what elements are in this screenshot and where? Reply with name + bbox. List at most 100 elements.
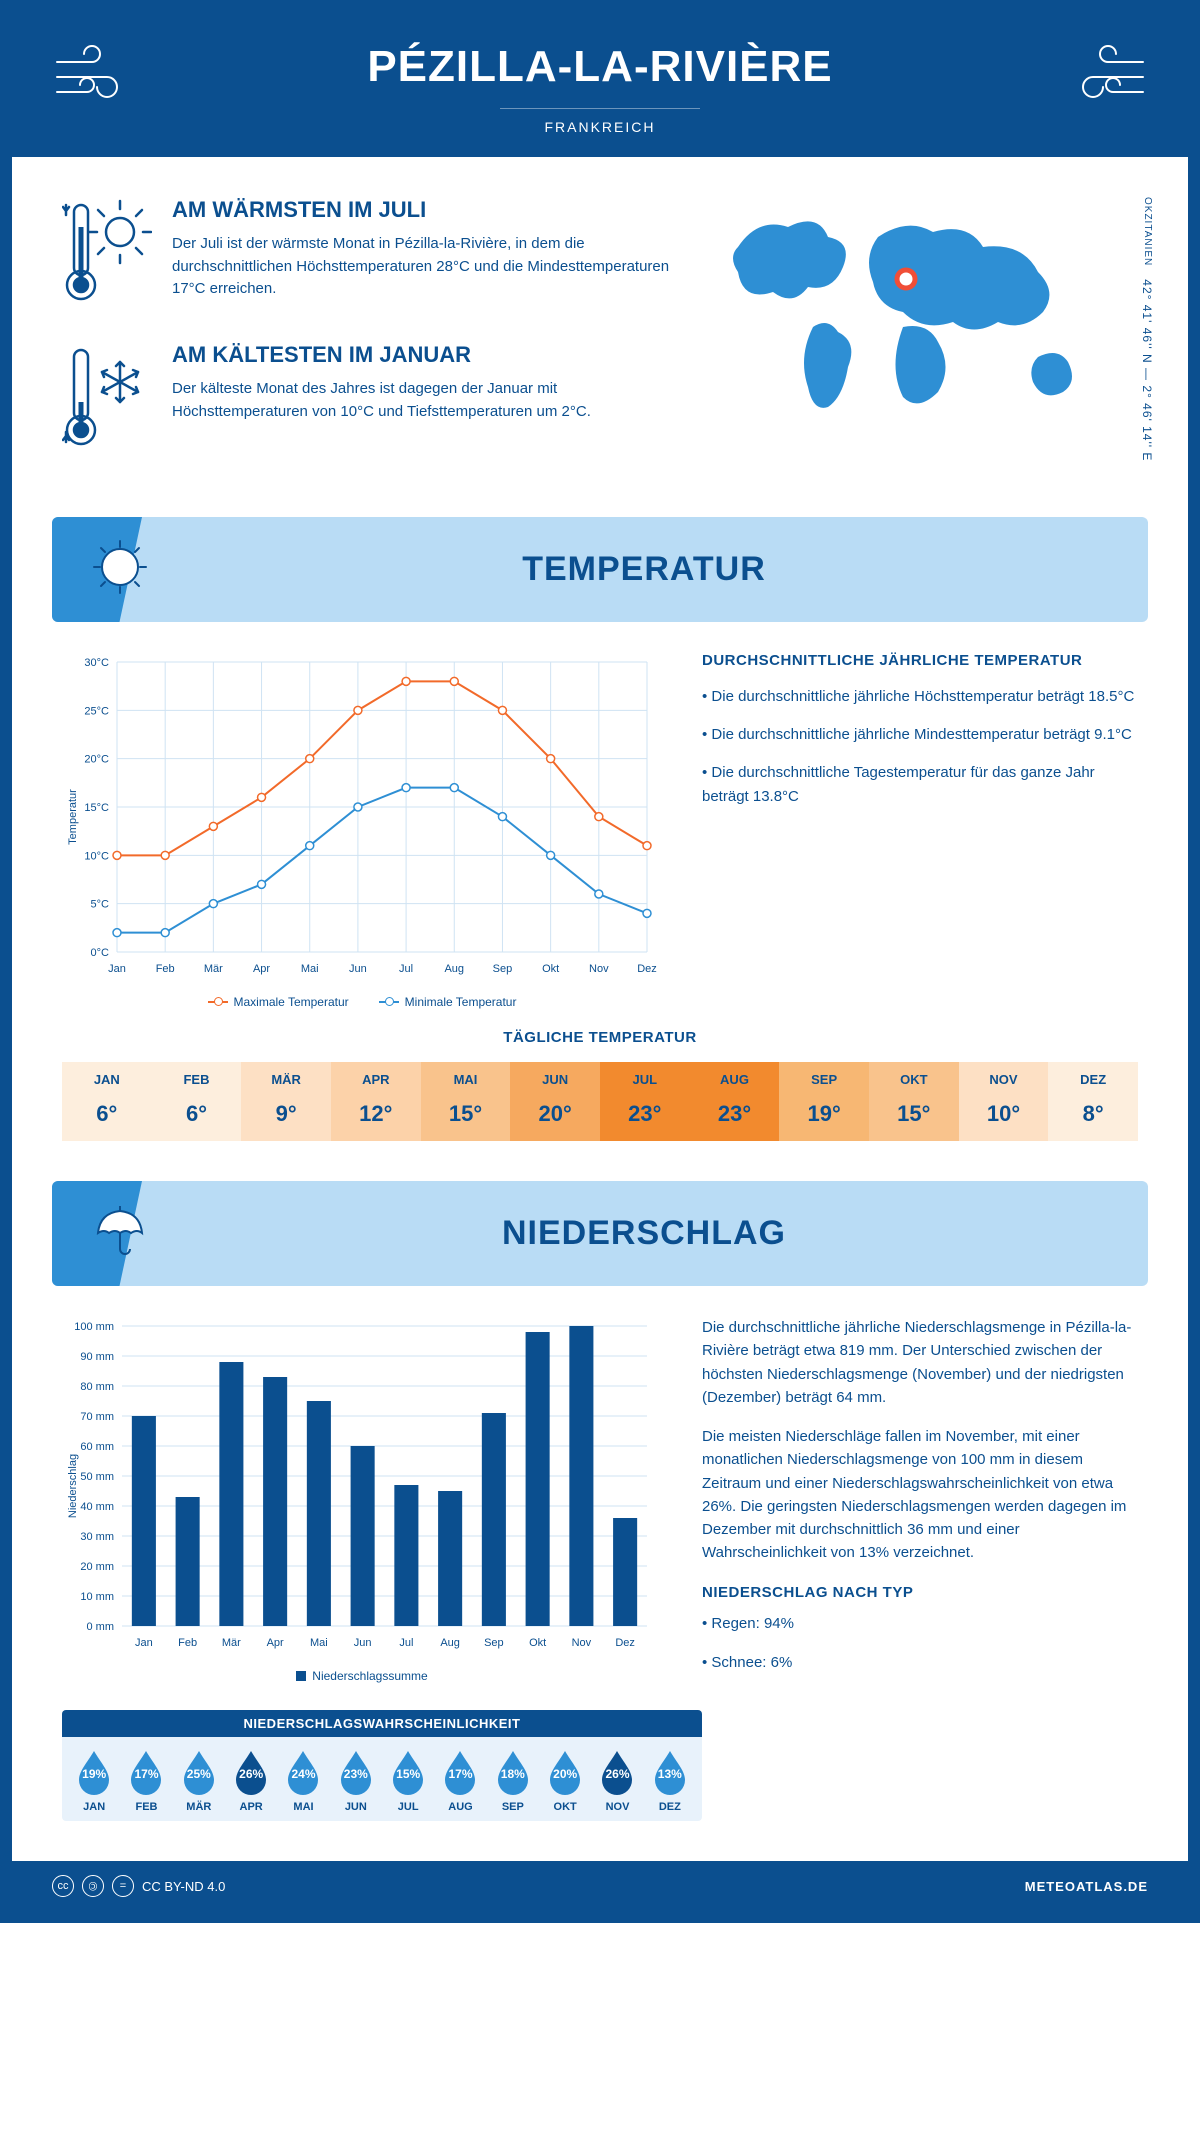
- by-icon: 🄯: [82, 1875, 104, 1897]
- svg-text:100 mm: 100 mm: [74, 1321, 114, 1333]
- thermometer-hot-icon: [62, 197, 152, 312]
- thermometer-cold-icon: [62, 342, 152, 457]
- temperature-body: 0°C5°C10°C15°C20°C25°C30°CJanFebMärAprMa…: [12, 622, 1188, 1029]
- prob-cell: 26% NOV: [591, 1749, 643, 1813]
- raindrop-icon: 17%: [127, 1749, 165, 1795]
- region-label: OKZITANIEN: [1142, 197, 1153, 266]
- svg-text:50 mm: 50 mm: [80, 1471, 114, 1483]
- temp-line-0: • Die durchschnittliche jährliche Höchst…: [702, 685, 1138, 709]
- svg-text:Jan: Jan: [135, 1637, 153, 1649]
- svg-text:Temperatur: Temperatur: [67, 789, 79, 845]
- location-marker: [897, 270, 915, 288]
- warmest-title: AM WÄRMSTEN IM JULI: [172, 197, 678, 223]
- precip-type-0: • Regen: 94%: [702, 1612, 1138, 1635]
- lon-label: 2° 46' 14'' E: [1140, 385, 1154, 461]
- precipitation-summary: Die durchschnittliche jährliche Niedersc…: [702, 1316, 1138, 1690]
- svg-text:90 mm: 90 mm: [80, 1351, 114, 1363]
- daily-temp-cell: NOV10°: [959, 1062, 1049, 1141]
- raindrop-icon: 19%: [75, 1749, 113, 1795]
- coldest-text: Der kälteste Monat des Jahres ist dagege…: [172, 378, 678, 423]
- temp-line-1: • Die durchschnittliche jährliche Mindes…: [702, 723, 1138, 747]
- svg-text:Feb: Feb: [156, 963, 175, 975]
- country-label: FRANKREICH: [500, 108, 700, 135]
- temperature-summary: DURCHSCHNITTLICHE JÄHRLICHE TEMPERATUR •…: [702, 652, 1138, 1009]
- daily-temp-cell: AUG23°: [690, 1062, 780, 1141]
- prob-cell: 23% JUN: [330, 1749, 382, 1813]
- svg-text:20 mm: 20 mm: [80, 1561, 114, 1573]
- precip-type-title: NIEDERSCHLAG NACH TYP: [702, 1581, 1138, 1604]
- world-map: OKZITANIEN 42° 41' 46'' N — 2° 46' 14'' …: [718, 197, 1138, 487]
- svg-text:Apr: Apr: [253, 963, 270, 975]
- raindrop-icon: 20%: [546, 1749, 584, 1795]
- svg-text:Feb: Feb: [178, 1637, 197, 1649]
- temp-line-2: • Die durchschnittliche Tagestemperatur …: [702, 761, 1138, 809]
- page-title: PÉZILLA-LA-RIVIÈRE: [32, 42, 1168, 92]
- svg-text:70 mm: 70 mm: [80, 1411, 114, 1423]
- legend-max: Maximale Temperatur: [234, 995, 349, 1009]
- prob-cell: 19% JAN: [68, 1749, 120, 1813]
- daily-temp-cell: JUN20°: [510, 1062, 600, 1141]
- svg-text:Dez: Dez: [637, 963, 657, 975]
- raindrop-icon: 24%: [284, 1749, 322, 1795]
- precipitation-probability: NIEDERSCHLAGSWAHRSCHEINLICHKEIT 19% JAN …: [62, 1710, 702, 1821]
- raindrop-icon: 17%: [441, 1749, 479, 1795]
- svg-text:Sep: Sep: [484, 1637, 504, 1649]
- svg-text:Aug: Aug: [440, 1637, 460, 1649]
- svg-text:Mär: Mär: [204, 963, 223, 975]
- site-name: METEOATLAS.DE: [1025, 1879, 1148, 1894]
- coldest-block: AM KÄLTESTEN IM JANUAR Der kälteste Mona…: [62, 342, 678, 457]
- daily-temp-cell: MAI15°: [421, 1062, 511, 1141]
- daily-temp-title: TÄGLICHE TEMPERATUR: [62, 1029, 1138, 1046]
- prob-title: NIEDERSCHLAGSWAHRSCHEINLICHKEIT: [62, 1710, 702, 1737]
- temp-summary-title: DURCHSCHNITTLICHE JÄHRLICHE TEMPERATUR: [702, 652, 1138, 669]
- precipitation-body: 0 mm10 mm20 mm30 mm40 mm50 mm60 mm70 mm8…: [12, 1286, 1188, 1700]
- svg-text:80 mm: 80 mm: [80, 1381, 114, 1393]
- coldest-title: AM KÄLTESTEN IM JANUAR: [172, 342, 678, 368]
- warmest-block: AM WÄRMSTEN IM JULI Der Juli ist der wär…: [62, 197, 678, 312]
- svg-text:10°C: 10°C: [84, 850, 109, 862]
- precipitation-title: NIEDERSCHLAG: [170, 1214, 1118, 1253]
- svg-text:Nov: Nov: [589, 963, 609, 975]
- svg-text:0°C: 0°C: [91, 947, 110, 959]
- daily-temp-grid: JAN6°FEB6°MÄR9°APR12°MAI15°JUN20°JUL23°A…: [62, 1062, 1138, 1141]
- daily-temp-cell: APR12°: [331, 1062, 421, 1141]
- daily-temp-cell: JUL23°: [600, 1062, 690, 1141]
- svg-text:Aug: Aug: [444, 963, 464, 975]
- prob-cell: 26% APR: [225, 1749, 277, 1813]
- raindrop-icon: 18%: [494, 1749, 532, 1795]
- svg-text:Okt: Okt: [542, 963, 559, 975]
- raindrop-icon: 13%: [651, 1749, 689, 1795]
- lat-label: 42° 41' 46'' N: [1140, 279, 1154, 363]
- world-map-svg: [718, 197, 1118, 437]
- daily-temp-cell: FEB6°: [152, 1062, 242, 1141]
- legend-min: Minimale Temperatur: [405, 995, 517, 1009]
- raindrop-icon: 23%: [337, 1749, 375, 1795]
- svg-text:Apr: Apr: [267, 1637, 284, 1649]
- raindrop-icon: 25%: [180, 1749, 218, 1795]
- svg-text:60 mm: 60 mm: [80, 1441, 114, 1453]
- precip-legend-label: Niederschlagssumme: [312, 1669, 427, 1683]
- footer: cc 🄯 = CC BY-ND 4.0 METEOATLAS.DE: [12, 1861, 1188, 1911]
- warmest-text: Der Juli ist der wärmste Monat in Pézill…: [172, 233, 678, 301]
- svg-text:15°C: 15°C: [84, 802, 109, 814]
- precip-legend: Niederschlagssumme: [62, 1669, 662, 1683]
- prob-cell: 15% JUL: [382, 1749, 434, 1813]
- svg-text:Jul: Jul: [399, 963, 413, 975]
- prob-cell: 17% AUG: [434, 1749, 486, 1813]
- svg-text:Sep: Sep: [493, 963, 513, 975]
- svg-text:5°C: 5°C: [91, 899, 110, 911]
- svg-text:Niederschlag: Niederschlag: [67, 1454, 79, 1518]
- cc-icon: cc: [52, 1875, 74, 1897]
- raindrop-icon: 26%: [598, 1749, 636, 1795]
- precip-p2: Die meisten Niederschläge fallen im Nove…: [702, 1425, 1138, 1565]
- prob-cell: 25% MÄR: [173, 1749, 225, 1813]
- prob-cell: 20% OKT: [539, 1749, 591, 1813]
- precip-p1: Die durchschnittliche jährliche Niedersc…: [702, 1316, 1138, 1409]
- prob-cell: 17% FEB: [120, 1749, 172, 1813]
- temperature-title: TEMPERATUR: [170, 550, 1118, 589]
- precipitation-bar-chart: 0 mm10 mm20 mm30 mm40 mm50 mm60 mm70 mm8…: [62, 1316, 662, 1690]
- coordinates: OKZITANIEN 42° 41' 46'' N — 2° 46' 14'' …: [1140, 197, 1154, 461]
- svg-text:Jun: Jun: [349, 963, 367, 975]
- prob-cell: 24% MAI: [277, 1749, 329, 1813]
- svg-text:Mai: Mai: [310, 1637, 328, 1649]
